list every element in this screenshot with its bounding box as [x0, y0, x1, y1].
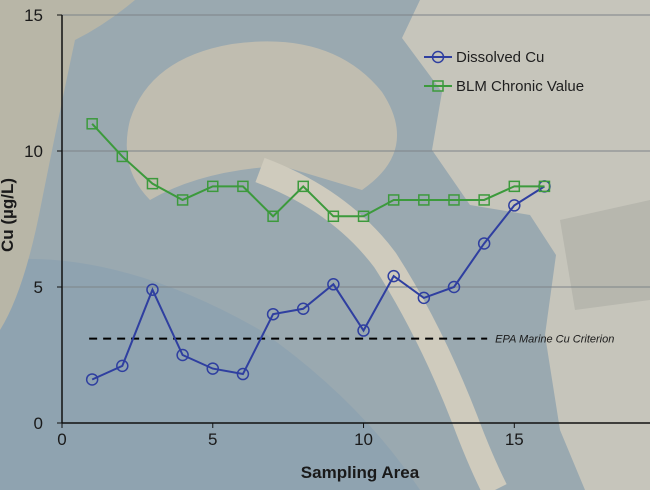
- y-tick-label: 5: [34, 278, 43, 297]
- data-point-blm-chronic-value: [357, 210, 370, 223]
- legend-marker-square: [432, 80, 444, 92]
- x-axis-label: Sampling Area: [301, 463, 420, 482]
- data-point-dissolved-cu: [296, 302, 310, 316]
- data-point-blm-chronic-value: [448, 194, 460, 206]
- legend-item-blm-chronic: BLM Chronic Value: [424, 78, 584, 95]
- grid-lines: [62, 14, 650, 288]
- data-point-dissolved-cu: [116, 359, 129, 373]
- x-tick-label: 10: [354, 430, 373, 449]
- data-point-dissolved-cu: [447, 280, 461, 294]
- legend-marker-circle: [431, 50, 445, 64]
- data-point-blm-chronic-value: [116, 150, 129, 163]
- data-point-blm-chronic-value: [478, 194, 490, 206]
- data-point-dissolved-cu: [417, 291, 431, 305]
- data-point-dissolved-cu: [266, 307, 280, 321]
- tick-labels: 0 5 10 15 0 5 10 15: [24, 6, 524, 449]
- y-tick-label: 15: [24, 6, 43, 25]
- data-point-dissolved-cu: [236, 367, 250, 381]
- data-point-dissolved-cu: [85, 373, 99, 386]
- x-tick-label: 5: [208, 430, 217, 449]
- data-point-blm-chronic-value: [237, 180, 249, 193]
- data-point-dissolved-cu: [146, 283, 159, 296]
- data-point-dissolved-cu: [206, 362, 220, 375]
- data-point-dissolved-cu: [357, 324, 370, 337]
- epa-criterion-label: EPA Marine Cu Criterion: [495, 334, 614, 346]
- series-group: [85, 118, 551, 386]
- data-point-blm-chronic-value: [297, 180, 309, 193]
- data-point-blm-chronic-value: [146, 177, 159, 190]
- data-point-blm-chronic-value: [267, 210, 279, 223]
- data-point-blm-chronic-value: [327, 210, 340, 223]
- x-tick-label: 0: [57, 430, 66, 449]
- y-axis-label: Cu (µg/L): [0, 178, 17, 252]
- data-point-dissolved-cu: [387, 269, 400, 283]
- data-point-blm-chronic-value: [176, 194, 189, 206]
- legend-item-dissolved-cu: Dissolved Cu: [424, 49, 544, 66]
- legend-label-blm-chronic: BLM Chronic Value: [456, 78, 584, 95]
- legend: Dissolved Cu BLM Chronic Value: [424, 49, 584, 95]
- data-point-blm-chronic-value: [508, 180, 521, 193]
- y-tick-label: 10: [24, 142, 43, 161]
- data-point-blm-chronic-value: [207, 180, 219, 193]
- legend-label-dissolved-cu: Dissolved Cu: [456, 49, 544, 66]
- data-point-dissolved-cu: [176, 348, 189, 362]
- axes: [57, 14, 650, 428]
- data-point-blm-chronic-value: [86, 118, 98, 130]
- data-point-dissolved-cu: [508, 199, 521, 212]
- data-point-blm-chronic-value: [387, 194, 400, 206]
- data-point-dissolved-cu: [327, 278, 340, 291]
- x-tick-label: 15: [505, 430, 524, 449]
- data-point-blm-chronic-value: [538, 180, 551, 193]
- data-point-blm-chronic-value: [418, 194, 430, 206]
- data-point-dissolved-cu: [477, 237, 491, 250]
- reference-line-group: EPA Marine Cu Criterion: [89, 334, 614, 346]
- series-line-blm-chronic-value: [91, 123, 545, 218]
- y-tick-label: 0: [34, 414, 43, 433]
- series-line-dissolved-cu: [91, 185, 545, 381]
